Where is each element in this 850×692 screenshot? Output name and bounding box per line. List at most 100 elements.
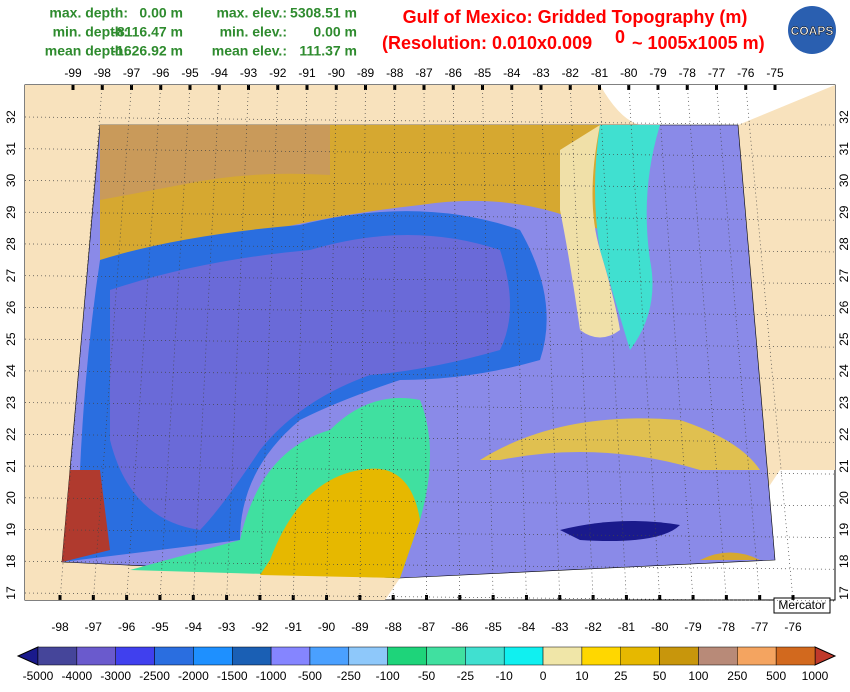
title-part: (Resolution: 0.010x0.009 [382, 33, 592, 53]
lat-label: 31 [837, 142, 850, 156]
lat-label: 21 [4, 459, 18, 473]
stat-label: mean depth: [45, 43, 128, 59]
colorbar-bin [426, 646, 466, 666]
lon-label: -95 [151, 620, 169, 634]
lon-label: -98 [51, 620, 69, 634]
lon-label: -84 [503, 66, 521, 80]
colorbar-bin [76, 646, 116, 666]
stat-label: max. depth: [49, 5, 128, 21]
lon-label: -94 [185, 620, 203, 634]
stat-value: -1626.92 m [111, 43, 183, 59]
colorbar-bin [232, 646, 272, 666]
colorbar-bin [775, 646, 816, 666]
lon-label: -80 [651, 620, 669, 634]
lon-label: -79 [684, 620, 702, 634]
colorbar-label: -2500 [139, 669, 170, 683]
colorbar-bin [503, 646, 544, 666]
lat-label: 18 [4, 554, 18, 568]
lat-label: 29 [4, 205, 18, 219]
lat-label: 19 [4, 523, 18, 537]
colorbar-bin [698, 646, 738, 666]
colorbar-label: -250 [337, 669, 361, 683]
lon-label: -80 [620, 66, 638, 80]
colorbar-bin [270, 646, 311, 666]
colorbar-label: 1000 [802, 669, 829, 683]
logo: COAPS [791, 24, 834, 38]
colorbar-bin [348, 646, 388, 666]
stat-label: min. elev.: [220, 24, 287, 40]
lon-label: -83 [551, 620, 569, 634]
lat-label: 19 [837, 523, 850, 537]
lat-label: 26 [837, 300, 850, 314]
title-part: ~ 1005x1005 m) [632, 33, 765, 53]
ocean-outside [600, 85, 835, 125]
colorbar-label: 250 [727, 669, 747, 683]
lon-label: -89 [357, 66, 375, 80]
colorbar-label: -4000 [61, 669, 92, 683]
lat-label: 31 [4, 142, 18, 156]
colorbar-label: -50 [418, 669, 436, 683]
stat-value: 5308.51 m [290, 5, 357, 21]
lat-label: 25 [837, 332, 850, 346]
colorbar-label: 500 [766, 669, 786, 683]
colorbar-bin [542, 646, 583, 666]
projection-box [773, 597, 831, 614]
lat-label: 17 [837, 586, 850, 600]
colorbar-label: 0 [540, 669, 547, 683]
colorbar-label: -5000 [23, 669, 54, 683]
lon-label: -86 [445, 66, 463, 80]
colorbar-label: -10 [496, 669, 514, 683]
colorbar-bin [581, 646, 622, 666]
colorbar-bin [309, 646, 350, 666]
lon-label: -78 [679, 66, 697, 80]
colorbar-bin [465, 646, 505, 666]
stat-label: mean elev.: [212, 43, 287, 59]
lat-label: 24 [837, 364, 850, 378]
lon-label: -76 [737, 66, 755, 80]
colorbar-bin [620, 646, 660, 666]
lon-label: -90 [318, 620, 336, 634]
colorbar-label: -1500 [217, 669, 248, 683]
colorbar-label: 50 [653, 669, 667, 683]
colorbar-bin [154, 646, 194, 666]
lat-label: 17 [4, 586, 18, 600]
title: Gulf of Mexico: Gridded Topography (m) [403, 7, 748, 27]
lon-label: -94 [211, 66, 229, 80]
lon-label: -91 [285, 620, 303, 634]
lat-label: 25 [4, 332, 18, 346]
lon-label: -76 [784, 620, 802, 634]
lat-label: 28 [4, 237, 18, 251]
deep-basin [110, 235, 510, 530]
lon-label: -85 [484, 620, 502, 634]
lon-label: -92 [251, 620, 269, 634]
lat-label: 26 [4, 300, 18, 314]
lon-label: -97 [123, 66, 141, 80]
lon-label: -82 [562, 66, 580, 80]
colorbar-bin [115, 646, 155, 666]
stat-label: max. elev.: [216, 5, 287, 21]
stat-value: 111.37 m [299, 43, 357, 59]
stat-label: min. depth: [53, 24, 128, 40]
lat-label: 27 [837, 269, 850, 283]
lat-label: 23 [4, 396, 18, 410]
logo-globe [788, 6, 836, 54]
title-sup: 0 [615, 27, 625, 47]
lat-label: 29 [837, 205, 850, 219]
lon-label: -82 [584, 620, 602, 634]
highlands [62, 470, 110, 562]
yucatan [260, 468, 420, 578]
lon-label: -77 [708, 66, 726, 80]
lon-label: -81 [591, 66, 609, 80]
lon-label: -79 [649, 66, 667, 80]
lon-label: -96 [118, 620, 136, 634]
lon-label: -87 [415, 66, 433, 80]
colorbar-bin [387, 646, 427, 666]
colorbar-bin [737, 646, 777, 666]
lon-label: -88 [386, 66, 404, 80]
colorbar-label: 25 [614, 669, 628, 683]
lat-label: 30 [4, 173, 18, 187]
lon-label: -84 [518, 620, 536, 634]
lon-label: -91 [298, 66, 316, 80]
